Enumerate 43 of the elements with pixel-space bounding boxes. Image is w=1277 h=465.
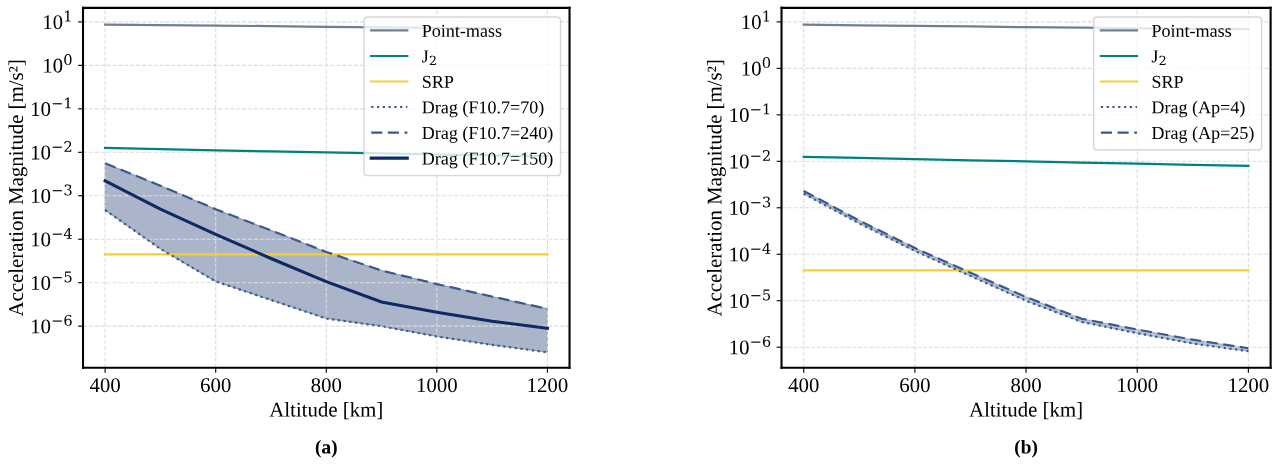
legend-label: Point-mass: [1151, 24, 1232, 37]
y-tick-label: 10$^{−3}$: [31, 184, 72, 204]
y-tick-label: 10$^{−4}$: [31, 227, 72, 247]
legend-label: SRP: [422, 75, 454, 88]
y-tick-label: 10$^{−1}$: [31, 97, 71, 117]
legend-label: J$_{2}$: [1151, 50, 1166, 66]
x-axis-title: Altitude [km]: [269, 401, 382, 420]
y-tick-label: 10$^{−6}$: [730, 335, 771, 355]
x-tick-label: 1000: [417, 378, 457, 393]
x-tick-label: 1200: [528, 378, 568, 393]
y-tick-label: 10$^{−2}$: [31, 140, 72, 160]
y-axis-title: Acceleration Magnitude [m/s²]: [706, 60, 726, 317]
legend-label: Drag (F10.7=70): [422, 100, 544, 118]
x-tick-label: 800: [311, 378, 342, 393]
x-tick-label: 600: [200, 378, 231, 393]
legend-label: SRP: [1152, 75, 1183, 88]
legend-label: Point-mass: [422, 24, 502, 37]
text: (a): [315, 439, 337, 458]
legend-label: Drag (Ap=25): [1151, 126, 1254, 143]
x-tick-label: 400: [788, 378, 819, 393]
x-tick-label: 1200: [1229, 378, 1269, 393]
y-axis-title: Acceleration Magnitude [m/s²]: [8, 60, 28, 317]
y-tick-label: 10$^{−6}$: [31, 314, 72, 334]
legend-label: Drag (F10.7=240): [422, 126, 553, 143]
x-tick-label: 400: [89, 378, 120, 393]
x-tick-label: 800: [1011, 378, 1041, 393]
y-tick-label: 10$^{−1}$: [730, 103, 770, 123]
legend-label: J$_{2}$: [422, 50, 436, 66]
legend-label: Drag (Ap=4): [1151, 100, 1245, 118]
y-tick-label: 10$^{1}$: [742, 10, 769, 30]
x-tick-label: 600: [900, 378, 930, 393]
y-tick-label: 10$^{−5}$: [31, 271, 72, 290]
y-tick-label: 10$^{−5}$: [730, 289, 771, 309]
x-tick-label: 1000: [1118, 378, 1158, 393]
y-tick-label: 10$^{1}$: [44, 10, 71, 30]
y-tick-label: 10$^{−2}$: [730, 150, 770, 169]
text: (b): [1015, 439, 1038, 458]
y-tick-label: 10$^{−4}$: [730, 242, 771, 262]
x-axis-title: Altitude [km]: [969, 401, 1082, 420]
y-tick-label: 10$^{0}$: [742, 57, 771, 76]
y-tick-label: 10$^{0}$: [44, 54, 72, 73]
y-tick-label: 10$^{−3}$: [730, 196, 771, 216]
legend-label: Drag (F10.7=150): [422, 151, 553, 169]
